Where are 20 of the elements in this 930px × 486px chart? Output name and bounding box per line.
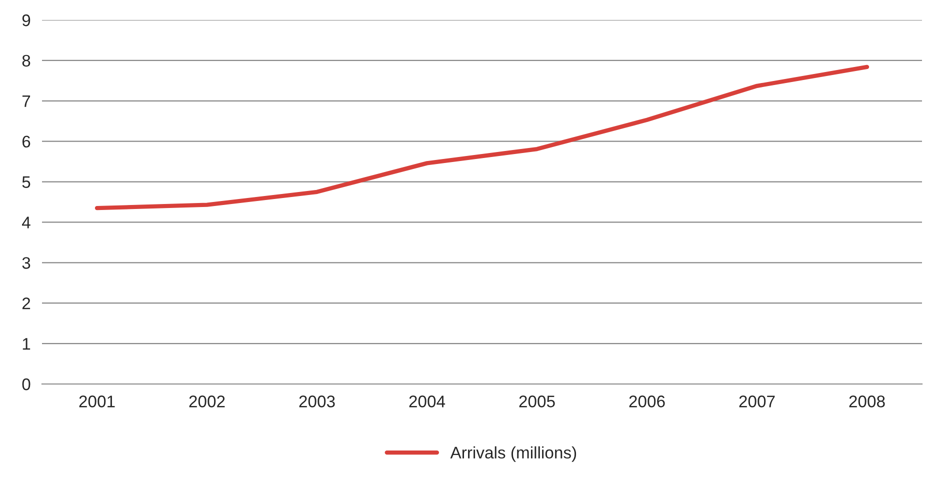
- y-tick-label: 6: [22, 136, 30, 148]
- x-tick-label: 2006: [629, 396, 665, 408]
- x-tick-label: 2005: [519, 396, 555, 408]
- x-tick-label: 2007: [739, 396, 775, 408]
- y-tick-label: 2: [22, 298, 30, 310]
- x-tick-label: 2004: [409, 396, 446, 408]
- y-tick-label: 9: [22, 14, 30, 26]
- legend-label: Arrivals (millions): [450, 446, 576, 462]
- line-series: [94, 64, 870, 210]
- y-tick-label: 8: [22, 54, 30, 67]
- y-tick-label: 4: [22, 216, 30, 228]
- x-tick-label: 2008: [849, 396, 885, 408]
- y-tick-label: 5: [22, 176, 30, 188]
- y-tick-label: 3: [22, 257, 30, 269]
- x-tick-label: 2002: [189, 396, 225, 408]
- y-tick-label: 1: [22, 338, 30, 350]
- x-tick-label: 2003: [299, 396, 335, 408]
- y-tick-label: 0: [22, 378, 30, 390]
- y-tick-label: 7: [22, 95, 30, 107]
- x-tick-label: 2001: [79, 396, 115, 408]
